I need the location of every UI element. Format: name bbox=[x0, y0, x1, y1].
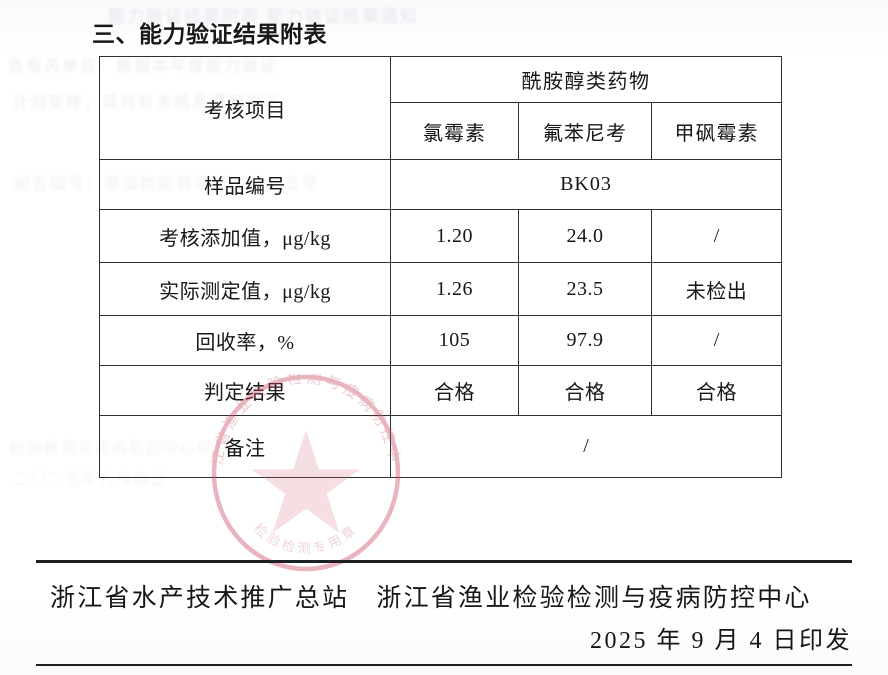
column-header-drug-group: 酰胺醇类药物 bbox=[390, 56, 782, 103]
column-header-analyte-1: 氯霉素 bbox=[390, 102, 519, 160]
cell-result-chloramphenicol: 合格 bbox=[390, 365, 519, 416]
cell-spiked-chloramphenicol: 1.20 bbox=[390, 209, 519, 263]
table-row: 判定结果 合格 合格 合格 bbox=[99, 365, 782, 416]
table-row: 备注 / bbox=[99, 415, 782, 478]
cell-recovery-chloramphenicol: 105 bbox=[390, 315, 519, 366]
row-label-recovery-rate: 回收率，% bbox=[99, 315, 391, 366]
footer-divider-bottom bbox=[36, 664, 852, 666]
section-heading: 三、能力验证结果附表 bbox=[92, 21, 327, 47]
column-header-item: 考核项目 bbox=[99, 56, 391, 160]
row-label-sample-number: 样品编号 bbox=[99, 159, 391, 210]
table-row: 实际测定值，μg/kg 1.26 23.5 未检出 bbox=[99, 262, 782, 316]
cell-measured-thiamphenicol: 未检出 bbox=[651, 262, 782, 316]
row-label-measured-value: 实际测定值，μg/kg bbox=[99, 262, 391, 316]
cell-spiked-florfenicol: 24.0 bbox=[518, 209, 652, 263]
column-header-analyte-3: 甲砜霉素 bbox=[651, 102, 782, 160]
cell-result-florfenicol: 合格 bbox=[518, 365, 652, 416]
row-label-spiked-value: 考核添加值，μg/kg bbox=[99, 209, 391, 263]
footer-organizations: 浙江省水产技术推广总站 浙江省渔业检验检测与疫病防控中心 bbox=[50, 585, 812, 612]
cell-measured-florfenicol: 23.5 bbox=[518, 262, 652, 316]
footer-divider-top bbox=[36, 560, 852, 563]
cell-recovery-florfenicol: 97.9 bbox=[518, 315, 652, 366]
bleed-through-text: 能力验证结果附表 能力验证结果通知 bbox=[108, 7, 419, 26]
table-header-row-group: 考核项目 酰胺醇类药物 bbox=[99, 56, 782, 160]
cell-result-thiamphenicol: 合格 bbox=[651, 365, 782, 416]
cell-remarks: / bbox=[390, 415, 782, 478]
cell-spiked-thiamphenicol: / bbox=[651, 209, 782, 263]
cell-recovery-thiamphenicol: / bbox=[651, 315, 782, 366]
row-label-assessment-result: 判定结果 bbox=[99, 365, 391, 416]
cell-measured-chloramphenicol: 1.26 bbox=[390, 262, 519, 316]
cell-sample-number: BK03 bbox=[390, 159, 782, 210]
capability-verification-results-table: 考核项目 酰胺醇类药物 氯霉素 氟苯尼考 甲砜霉素 样品编号 BK03 考核添加… bbox=[99, 56, 782, 478]
table-row: 回收率，% 105 97.9 / bbox=[99, 315, 782, 366]
table-row: 考核添加值，μg/kg 1.20 24.0 / bbox=[99, 209, 782, 263]
column-header-analyte-2: 氟苯尼考 bbox=[518, 102, 652, 160]
row-label-remarks: 备注 bbox=[99, 415, 391, 478]
table-row: 样品编号 BK03 bbox=[99, 159, 782, 210]
footer-issue-date: 2025 年 9 月 4 日印发 bbox=[590, 628, 852, 654]
